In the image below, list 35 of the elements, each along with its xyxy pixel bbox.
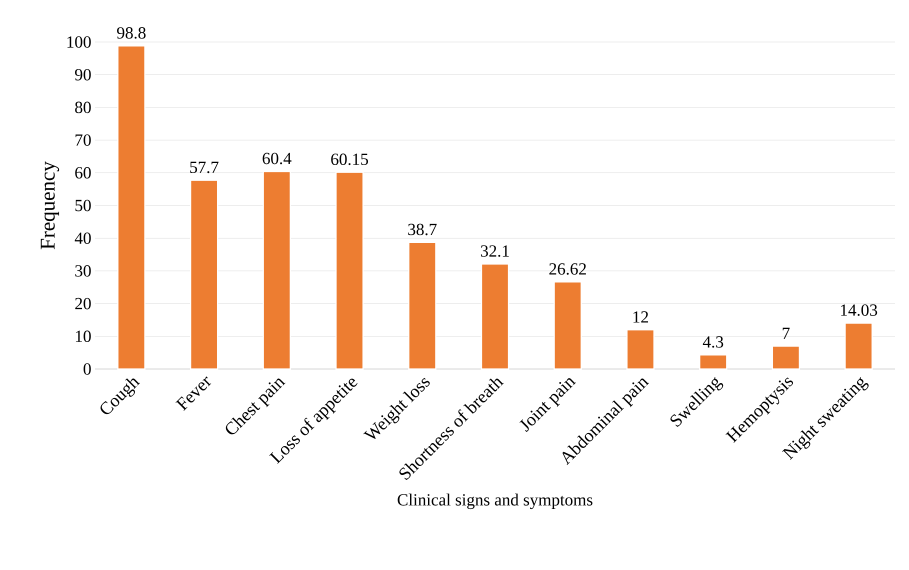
y-tick-label: 50 (75, 200, 91, 212)
data-label: 26.62 (549, 263, 586, 275)
y-tick-label: 20 (75, 298, 91, 310)
bar (262, 170, 291, 370)
bar (335, 172, 364, 370)
y-tick-label: 30 (75, 265, 91, 277)
data-label: 38.7 (408, 224, 437, 236)
data-label: 60.4 (262, 152, 292, 164)
data-label: 4.3 (702, 336, 724, 348)
y-tick-label: 0 (84, 363, 91, 375)
y-tick-label: 40 (74, 232, 91, 244)
x-axis-title: Clinical signs and symptoms (398, 494, 592, 510)
y-tick-label: 10 (76, 330, 91, 342)
data-label: 12 (633, 311, 648, 323)
bar (480, 263, 510, 370)
bar (626, 329, 655, 370)
y-tick-label: 70 (76, 134, 91, 146)
y-tick-label: 100 (67, 36, 91, 48)
bar (190, 180, 218, 370)
data-label: 14.03 (841, 304, 878, 316)
bar (699, 354, 728, 370)
bar (772, 346, 800, 370)
bar (554, 281, 582, 370)
data-label: 60.15 (331, 154, 368, 166)
data-label: 98.8 (117, 27, 146, 39)
y-tick-label: 90 (75, 68, 91, 80)
bar (117, 45, 146, 370)
bar (408, 242, 436, 370)
y-tick-label: 60 (75, 167, 91, 179)
data-label: 7 (782, 328, 790, 339)
data-label: 32.1 (480, 245, 509, 257)
data-label: 57.7 (190, 162, 218, 174)
y-tick-label: 80 (75, 102, 91, 114)
y-axis-title: Frequency (40, 161, 60, 250)
bar (844, 322, 873, 370)
